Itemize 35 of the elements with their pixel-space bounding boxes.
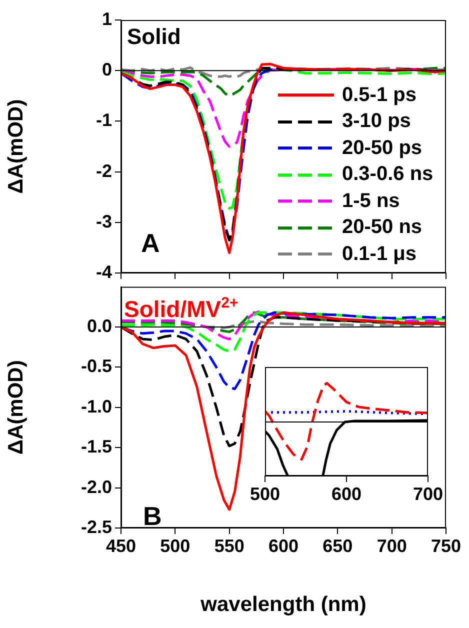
y-tick-label: -1 (96, 110, 112, 130)
y-tick-label: -4 (96, 262, 112, 282)
y-tick-label: -3 (96, 211, 112, 232)
legend-label: 3-10 ps (342, 110, 411, 134)
x-tick-label: 750 (430, 536, 462, 556)
y-axis-title: ΔA(mOD) (4, 99, 28, 194)
annotation: Solid (127, 24, 181, 49)
x-tick-label: 650 (322, 536, 353, 556)
y-tick-label: -2 (96, 160, 112, 181)
y-axis-title: ΔA(mOD) (4, 360, 28, 455)
x-tick-label: 700 (376, 536, 407, 556)
y-tick-label: -2.0 (80, 476, 112, 497)
x-tick-label: 700 (412, 484, 444, 504)
x-tick-label: 500 (250, 484, 280, 504)
x-tick-label: 500 (160, 536, 190, 556)
y-tick-label: -2.5 (80, 516, 112, 537)
legend-label: 0.3-0.6 ns (342, 163, 434, 186)
legend-label: 20-50 ps (342, 136, 422, 160)
y-tick-label: -1.5 (80, 436, 112, 457)
x-tick-label: 600 (331, 484, 362, 504)
y-tick-label: -1.0 (80, 396, 112, 416)
y-tick-label: 1 (102, 8, 112, 29)
y-tick-label: -0.5 (80, 356, 112, 376)
x-tick-label: 550 (214, 536, 244, 556)
y-tick-label: 0.0 (86, 316, 112, 336)
legend-label: 0.1-1 μs (342, 242, 417, 266)
legend-label: 20-50 ns (342, 216, 422, 240)
y-tick-label: 0 (102, 60, 112, 80)
x-tick-label: 450 (106, 536, 136, 556)
annotation: A (141, 228, 160, 258)
x-tick-label: 600 (268, 536, 299, 556)
x-axis-title: wavelength (nm) (200, 593, 366, 616)
legend-label: 1-5 ns (342, 190, 400, 213)
legend-label: 0.5-1 ps (342, 84, 416, 107)
annotation: B (143, 500, 162, 531)
